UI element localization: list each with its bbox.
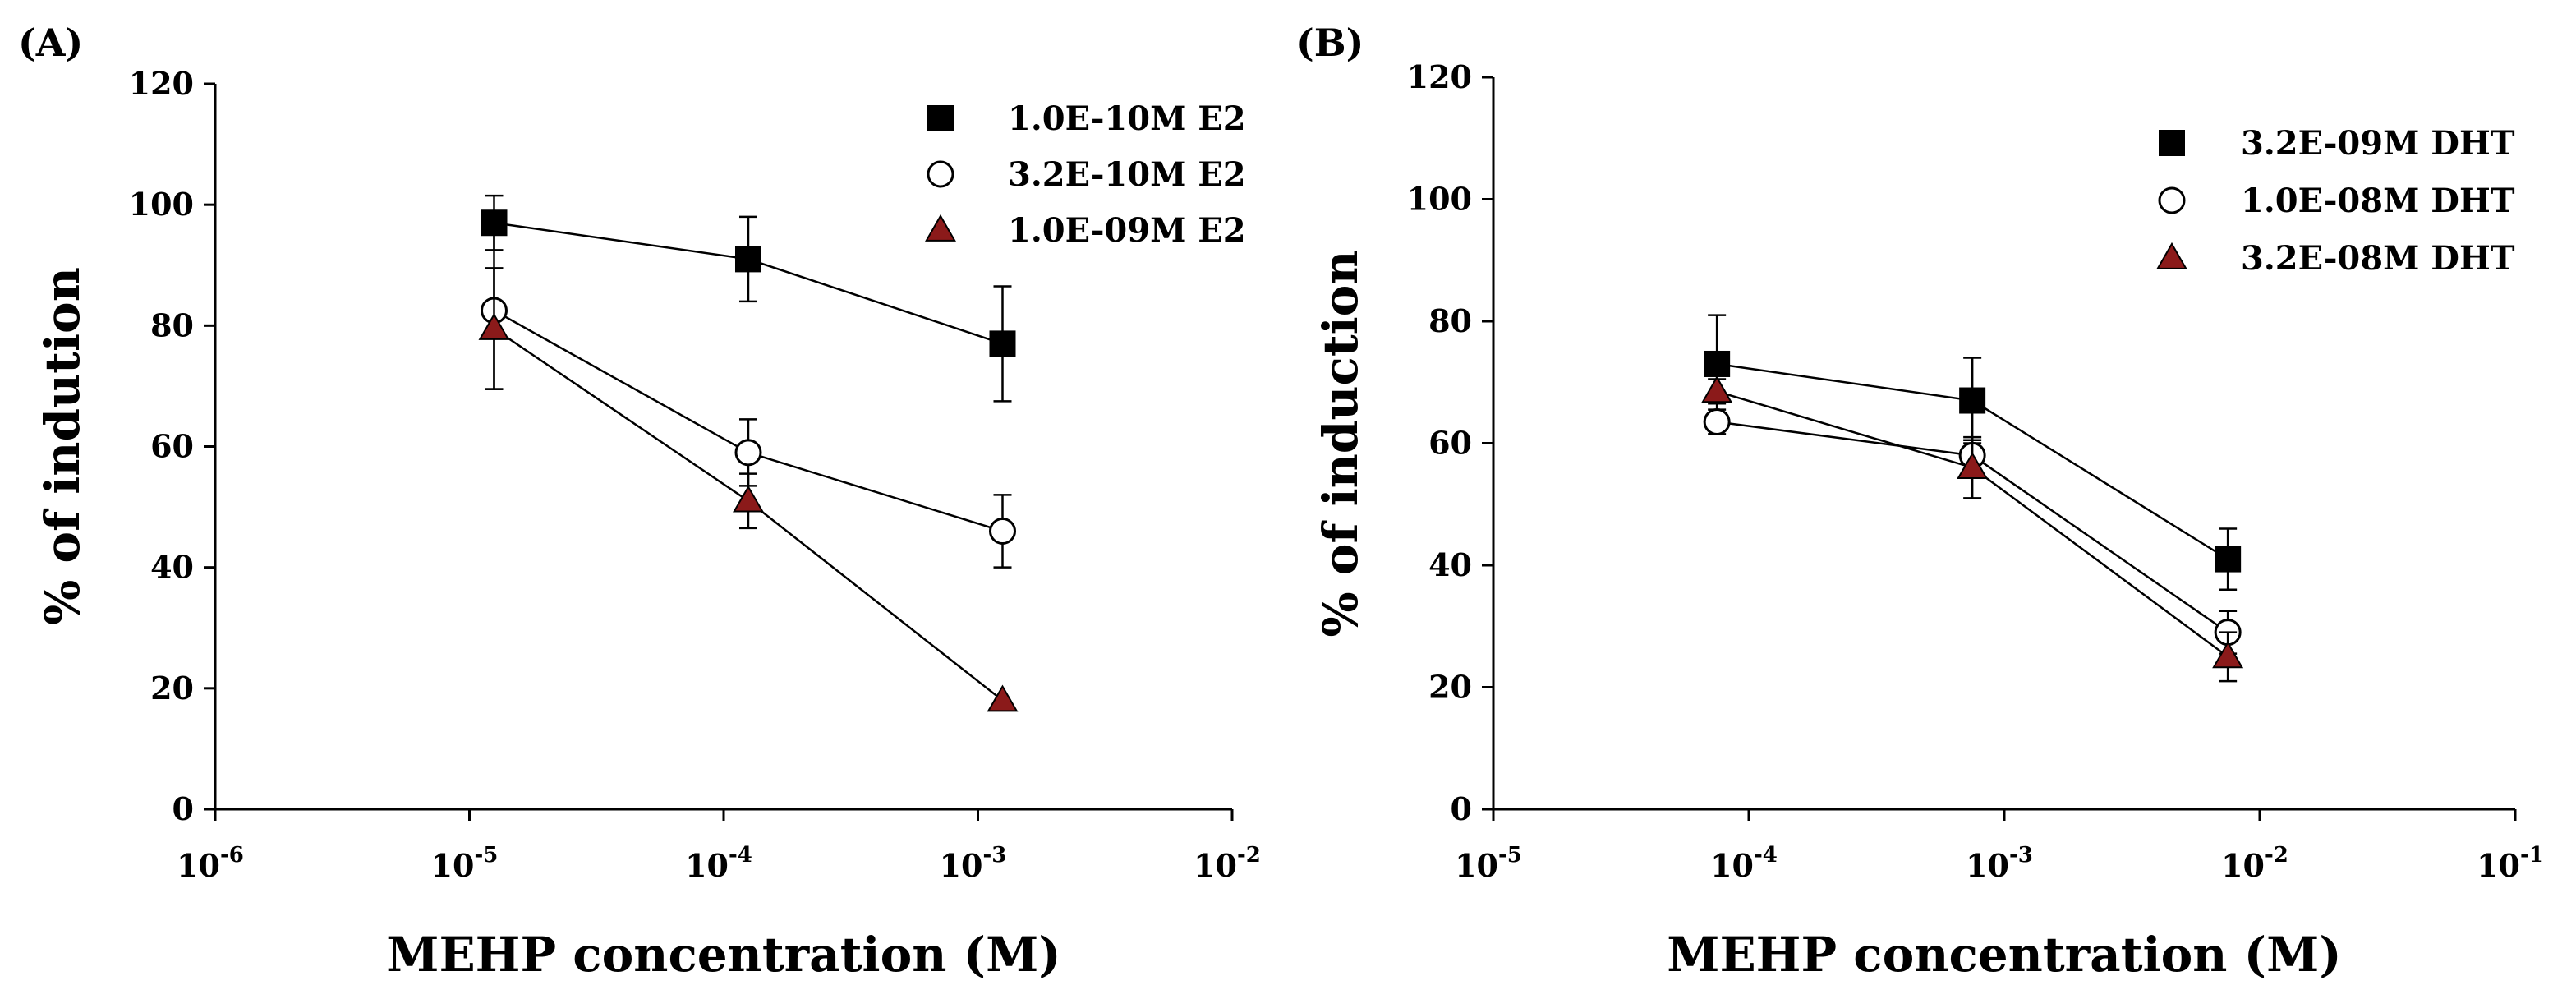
data-point <box>1959 387 1986 414</box>
panel-label: (A) <box>18 21 83 65</box>
y-tick-label: 80 <box>150 306 194 343</box>
x-tick-exponent: -2 <box>2265 843 2288 868</box>
series-2 <box>1703 408 2242 655</box>
legend-marker <box>2159 130 2185 156</box>
x-axis-title: MEHP concentration (M) <box>1667 927 2341 983</box>
legend-marker <box>2158 186 2186 214</box>
y-tick-label: 40 <box>150 549 194 586</box>
x-tick-exponent: -3 <box>983 843 1007 868</box>
x-tick-label: 10-4 <box>1710 843 1778 884</box>
x-tick-label: 10-3 <box>1966 843 2033 884</box>
x-tick-base: 10 <box>940 847 983 884</box>
x-tick-label: 10-1 <box>2477 843 2544 884</box>
y-axis-title: % of induction <box>1313 250 1368 637</box>
y-tick-label: 120 <box>129 65 194 102</box>
x-tick-exponent: -4 <box>1754 843 1778 868</box>
x-tick-base: 10 <box>1966 847 2009 884</box>
legend-label: 3.2E-10M E2 <box>1008 155 1246 194</box>
x-tick-exponent: -6 <box>220 843 244 868</box>
y-tick-label: 100 <box>1407 181 1472 218</box>
data-point <box>478 312 510 340</box>
data-point <box>2215 546 2242 573</box>
x-tick-base: 10 <box>2477 847 2520 884</box>
x-tick-label: 10-4 <box>685 843 752 884</box>
x-tick-label: 10-2 <box>1194 843 1261 884</box>
x-tick-base: 10 <box>1710 847 1754 884</box>
series-1 <box>1704 314 2242 591</box>
series-3 <box>1701 375 2244 683</box>
y-tick-label: 0 <box>172 790 194 827</box>
legend-label: 1.0E-09M E2 <box>1008 211 1246 250</box>
x-tick-exponent: -5 <box>1498 843 1522 868</box>
data-point <box>1703 408 1731 436</box>
data-point <box>2212 641 2244 669</box>
x-tick-exponent: -4 <box>729 843 752 868</box>
data-point <box>1957 452 1989 480</box>
y-tick-label: 0 <box>1451 790 1472 827</box>
y-tick-label: 20 <box>1428 669 1472 706</box>
x-tick-exponent: -3 <box>2009 843 2033 868</box>
x-tick-base: 10 <box>1455 847 1498 884</box>
data-point <box>987 684 1019 712</box>
x-axis-title: MEHP concentration (M) <box>386 927 1060 983</box>
panel-label: (B) <box>1296 21 1364 65</box>
legend-marker <box>2156 242 2187 269</box>
x-tick-exponent: -5 <box>475 843 499 868</box>
x-tick-label: 10-2 <box>2221 843 2288 884</box>
series-3 <box>478 267 1019 712</box>
legend-label: 1.0E-08M DHT <box>2241 182 2515 220</box>
data-point <box>1701 375 1733 403</box>
legend-marker <box>925 214 956 242</box>
x-tick-label: 10-5 <box>431 843 499 884</box>
data-point <box>1704 350 1731 377</box>
x-tick-base: 10 <box>177 847 220 884</box>
data-point <box>734 439 762 467</box>
x-tick-label: 10-3 <box>940 843 1007 884</box>
legend-marker <box>927 160 954 188</box>
x-tick-base: 10 <box>685 847 729 884</box>
legend-marker <box>927 105 954 131</box>
y-axis-title: % of indution <box>34 267 90 625</box>
data-point <box>989 330 1016 357</box>
x-tick-base: 10 <box>2221 847 2265 884</box>
data-point <box>734 246 761 273</box>
legend-label: 3.2E-09M DHT <box>2241 124 2515 163</box>
y-tick-label: 80 <box>1428 302 1472 339</box>
legend-label: 1.0E-10M E2 <box>1008 99 1246 138</box>
y-tick-label: 60 <box>150 428 194 465</box>
x-tick-exponent: -2 <box>1237 843 1261 868</box>
x-tick-base: 10 <box>431 847 475 884</box>
legend-label: 3.2E-08M DHT <box>2241 239 2515 278</box>
y-tick-label: 100 <box>129 186 194 223</box>
data-point <box>733 485 764 513</box>
y-tick-label: 20 <box>150 670 194 707</box>
data-point <box>988 518 1016 546</box>
y-tick-label: 60 <box>1428 425 1472 462</box>
y-tick-label: 40 <box>1428 546 1472 583</box>
x-tick-label: 10-5 <box>1455 843 1522 884</box>
x-tick-exponent: -1 <box>2520 843 2544 868</box>
x-tick-base: 10 <box>1194 847 1237 884</box>
x-tick-label: 10-6 <box>177 843 244 884</box>
series-1 <box>481 194 1016 403</box>
y-tick-label: 120 <box>1407 58 1472 95</box>
